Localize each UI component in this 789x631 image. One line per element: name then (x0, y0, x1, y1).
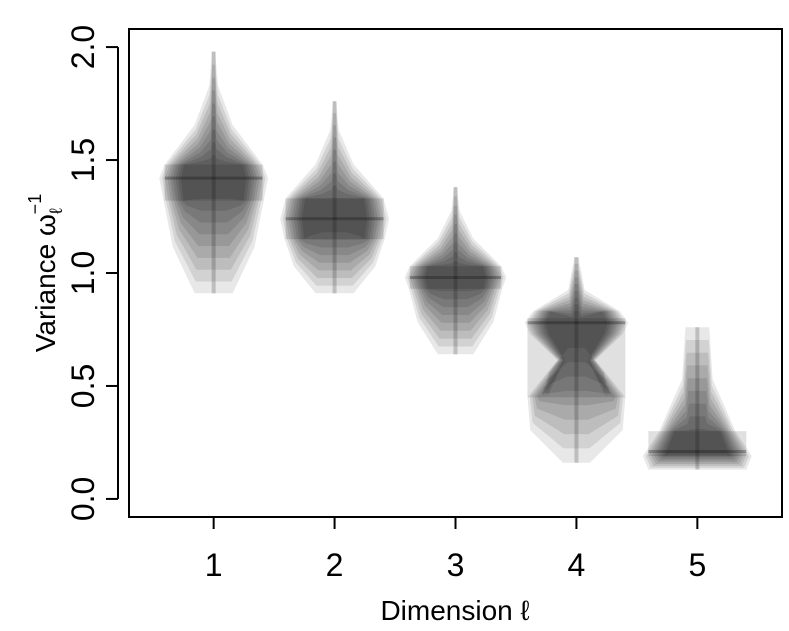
violin-layer (159, 51, 269, 294)
violin-layer (299, 185, 370, 240)
violin-iqr-band (409, 266, 502, 289)
violin-layer (656, 390, 739, 461)
x-axis: 1 2 3 4 5 (205, 516, 706, 583)
violin-layer (164, 77, 263, 270)
violin-3 (404, 187, 507, 355)
violin-iqr-band (164, 164, 263, 201)
violin-layer (178, 142, 249, 211)
violin-layer (662, 416, 733, 457)
violin-layer (282, 113, 387, 286)
violin-5 (642, 327, 752, 470)
violin-layer (288, 137, 381, 271)
violin-layer (542, 304, 610, 398)
violin-layer (653, 378, 741, 463)
y-axis-title: Variance ωℓ−1 (25, 194, 66, 352)
violin-layer (280, 101, 389, 294)
violin-layer (425, 261, 486, 292)
violin-layer (301, 197, 368, 240)
violin-layer (535, 284, 618, 406)
violin-4 (524, 257, 629, 463)
y-axis: 0.0 0.5 1.0 1.5 2.0 (65, 25, 119, 521)
violin-iqr-band (285, 198, 384, 240)
violin-layer (170, 103, 258, 247)
violin-layer (404, 187, 507, 355)
x-tick-label: 5 (688, 547, 706, 583)
violin-layer (527, 263, 626, 449)
violin-layer (285, 125, 384, 279)
violin-layer (664, 429, 730, 456)
violin-layer (524, 257, 629, 463)
violin-layer (545, 310, 608, 398)
violin-iqr-band (527, 318, 626, 398)
violin-layer (529, 270, 623, 435)
violin-iqr-band (648, 431, 747, 456)
violin-layer (419, 242, 492, 308)
y-tick-label: 1.0 (65, 251, 101, 295)
x-tick-label: 2 (326, 547, 344, 583)
violins-layer (159, 51, 752, 470)
x-tick-label: 3 (447, 547, 465, 583)
violin-1 (159, 51, 269, 294)
violin-layer (417, 233, 494, 315)
y-tick-label: 0.5 (65, 364, 101, 408)
violin-layer (645, 340, 749, 468)
violin-layer (167, 90, 260, 258)
violin-layer (162, 64, 266, 282)
violin-layer (540, 297, 613, 398)
x-axis-title: Dimension ℓ (380, 595, 529, 626)
violin-layer (407, 196, 504, 347)
violin-layer (181, 155, 247, 201)
violin-2 (280, 101, 389, 294)
y-tick-label: 1.5 (65, 138, 101, 182)
violin-layer (412, 214, 499, 331)
violin-layer (659, 403, 736, 459)
violin-layer (651, 365, 744, 464)
y-axis-title-subscript: ℓ (46, 208, 66, 214)
violin-layer (537, 290, 616, 398)
violin-layer (648, 352, 747, 466)
y-axis-title-main: Variance ω (30, 214, 61, 352)
violin-layer (172, 116, 255, 235)
violin-layer (293, 161, 376, 256)
x-tick-label: 4 (568, 547, 586, 583)
y-tick-label: 2.0 (65, 25, 101, 69)
violin-layer (532, 277, 621, 420)
violin-layer (414, 224, 497, 323)
violin-layer (422, 252, 489, 300)
x-tick-label: 1 (205, 547, 223, 583)
violin-layer (642, 327, 752, 470)
violin-layer (296, 173, 373, 248)
violin-layer (409, 205, 502, 339)
violin-layer (175, 129, 252, 223)
y-axis-title-superscript: −1 (25, 194, 45, 215)
y-tick-label: 0.0 (65, 477, 101, 521)
violin-layer (291, 149, 379, 263)
